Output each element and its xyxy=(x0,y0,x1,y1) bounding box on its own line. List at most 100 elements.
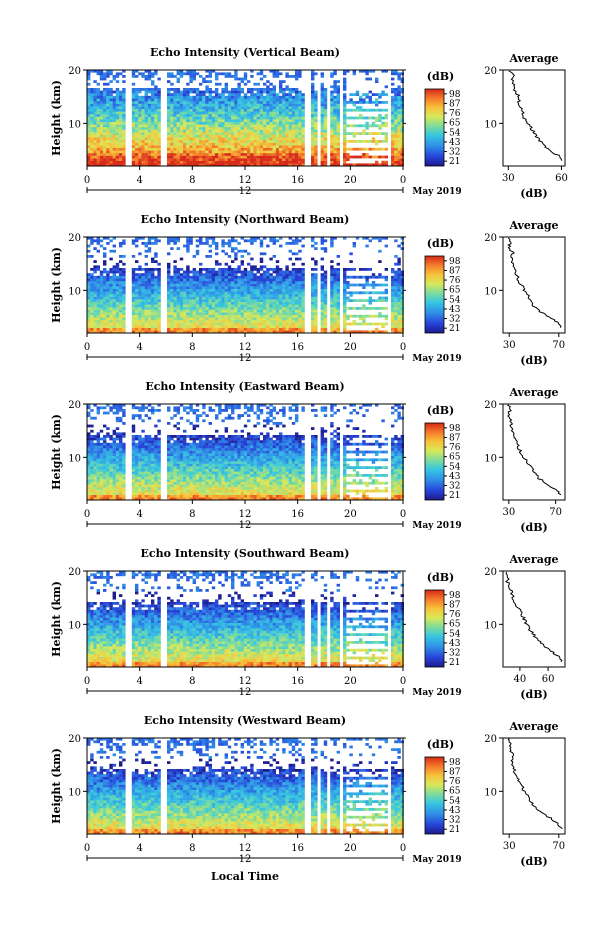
heatmap-cell xyxy=(231,158,235,161)
heatmap-cell xyxy=(282,270,286,274)
heatmap-cell xyxy=(138,124,142,128)
heatmap-cell xyxy=(314,134,318,138)
heatmap-cell xyxy=(141,132,145,135)
heatmap-cell xyxy=(295,88,299,91)
heatmap-cell xyxy=(397,90,401,94)
heatmap-cell xyxy=(285,93,289,96)
heatmap-cell xyxy=(119,283,123,287)
heatmap-cell xyxy=(355,108,360,112)
heatmap-cell xyxy=(355,163,360,167)
heatmap-cell xyxy=(400,247,404,250)
heatmap-cell xyxy=(87,296,91,300)
heatmap-cell xyxy=(330,103,334,107)
heatmap-cell xyxy=(106,155,110,159)
heatmap-cell xyxy=(311,82,315,86)
heatmap-cell xyxy=(138,281,142,284)
heatmap-cell xyxy=(106,108,110,112)
heatmap-cell xyxy=(208,153,212,156)
heatmap-cell xyxy=(275,270,280,274)
heatmap-cell xyxy=(87,69,91,73)
heatmap-cell xyxy=(154,93,158,96)
heatmap-cell xyxy=(109,294,113,297)
heatmap-cell xyxy=(320,101,324,104)
heatmap-cell xyxy=(227,111,232,115)
heatmap-cell xyxy=(256,72,260,76)
heatmap-cell xyxy=(115,90,120,94)
heatmap-cell xyxy=(218,163,222,167)
heatmap-cell xyxy=(314,95,318,99)
heatmap-cell xyxy=(106,301,110,305)
heatmap-cell xyxy=(247,270,251,274)
heatmap-cell xyxy=(154,85,158,89)
heatmap-cell xyxy=(151,278,155,282)
heatmap-cell xyxy=(231,121,235,125)
heatmap-cell xyxy=(147,127,152,130)
heatmap-cell xyxy=(282,121,286,125)
heatmap-cell xyxy=(314,330,318,334)
heatmap-cell xyxy=(323,124,328,128)
heatmap-cell xyxy=(295,77,299,81)
heatmap-cell xyxy=(330,158,334,161)
heatmap-cell xyxy=(247,134,251,138)
heatmap-cell xyxy=(272,106,276,109)
heatmap-cell xyxy=(237,281,241,284)
heatmap-cell xyxy=(202,163,206,167)
heatmap-cell xyxy=(221,283,225,287)
heatmap-cell xyxy=(179,322,184,326)
heatmap-cell xyxy=(192,322,196,326)
heatmap-cell xyxy=(330,294,334,297)
heatmap-cell xyxy=(263,140,267,143)
heatmap-cell xyxy=(211,155,216,159)
heatmap-cell xyxy=(275,291,280,295)
heatmap-cell xyxy=(343,286,347,289)
heatmap-cell xyxy=(138,252,142,256)
heatmap-cell xyxy=(269,322,273,326)
heatmap-cell xyxy=(170,145,174,148)
heatmap-cell xyxy=(282,140,286,143)
heatmap-cell xyxy=(243,330,248,334)
heatmap-cell xyxy=(266,116,270,120)
heatmap-cell xyxy=(234,309,238,313)
heatmap-cell xyxy=(157,283,161,287)
heatmap-cell xyxy=(211,140,216,143)
heatmap-cell xyxy=(215,132,219,135)
heatmap-cell xyxy=(285,137,289,141)
heatmap-cell xyxy=(336,153,340,156)
heatmap-cell xyxy=(96,286,100,289)
heatmap-cell xyxy=(141,150,145,154)
heatmap-cell xyxy=(138,140,142,143)
heatmap-cell xyxy=(282,111,286,115)
heatmap-cell xyxy=(221,93,225,96)
heatmap-cell xyxy=(202,155,206,159)
heatmap-cell xyxy=(205,163,209,167)
heatmap-cell xyxy=(256,317,260,321)
heatmap-cell xyxy=(291,119,296,122)
heatmap-cell xyxy=(295,299,299,302)
heatmap-cell xyxy=(87,103,91,107)
heatmap-cell xyxy=(215,327,219,331)
heatmap-cell xyxy=(291,242,296,245)
heatmap-cell xyxy=(186,137,190,141)
heatmap-cell xyxy=(336,114,340,117)
heatmap-cell xyxy=(243,129,248,133)
heatmap-cell xyxy=(183,114,187,117)
heatmap-cell xyxy=(90,121,94,125)
heatmap-cell xyxy=(115,155,120,159)
heatmap-cell xyxy=(336,286,340,289)
heatmap-cell xyxy=(154,72,158,76)
heatmap-cell xyxy=(298,153,302,156)
heatmap-cell xyxy=(275,101,280,104)
heatmap-cell xyxy=(272,270,276,274)
heatmap-cell xyxy=(122,111,126,115)
heatmap-cell xyxy=(215,88,219,91)
heatmap-cell xyxy=(87,304,91,308)
heatmap-cell xyxy=(218,327,222,331)
heatmap-cell xyxy=(384,236,388,240)
heatmap-cell xyxy=(208,314,212,318)
heatmap-cell xyxy=(167,119,171,122)
heatmap-cell xyxy=(301,158,305,161)
heatmap-cell xyxy=(311,320,315,323)
heatmap-cell xyxy=(285,307,289,310)
colorbar-tick-label: 87 xyxy=(449,266,461,276)
heatmap-cell xyxy=(269,119,273,122)
